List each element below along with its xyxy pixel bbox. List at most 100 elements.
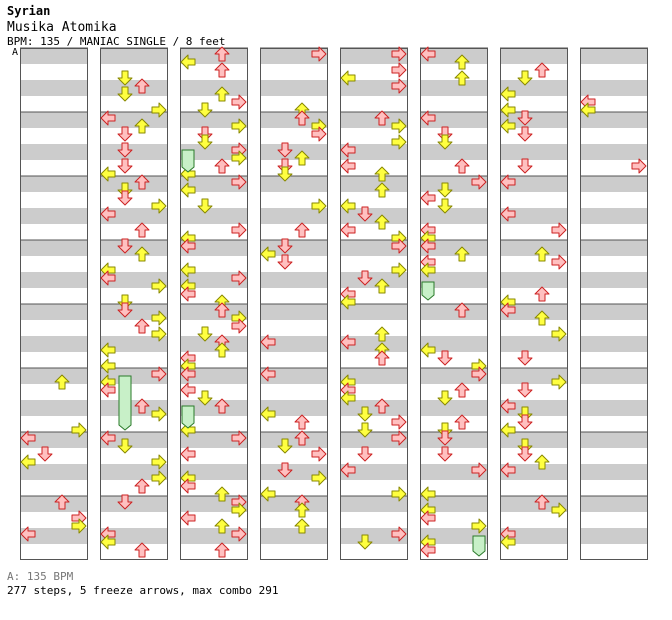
beat-stripe [100, 112, 168, 128]
step-arrow-up [214, 86, 230, 102]
step-arrow-right [231, 502, 247, 518]
beat-stripe [100, 80, 168, 96]
beat-stripe [180, 528, 248, 544]
beat-stripe [580, 112, 648, 128]
step-arrow-left [180, 286, 196, 302]
beat-stripe [100, 336, 168, 352]
beat-stripe [580, 80, 648, 96]
beat-stripe [20, 80, 88, 96]
step-arrow-left [420, 262, 436, 278]
beat-stripe [20, 176, 88, 192]
step-arrow-up [374, 278, 390, 294]
beat-stripe [180, 336, 248, 352]
step-arrow-right [391, 486, 407, 502]
chart-column [580, 47, 648, 560]
step-arrow-right [551, 374, 567, 390]
step-arrow-left [180, 238, 196, 254]
beat-stripe [180, 400, 248, 416]
step-arrow-left [340, 198, 356, 214]
column-border [500, 48, 568, 560]
step-arrow-left [420, 342, 436, 358]
step-arrow-down [357, 206, 373, 222]
step-arrow-up [54, 374, 70, 390]
step-arrow-right [391, 238, 407, 254]
beat-stripe [500, 112, 568, 128]
step-arrow-up [134, 222, 150, 238]
step-arrow-right [231, 270, 247, 286]
beat-stripe [500, 240, 568, 256]
step-arrow-left [100, 110, 116, 126]
beat-stripe [580, 48, 648, 64]
beat-stripe [180, 272, 248, 288]
step-arrow-left [420, 486, 436, 502]
step-arrow-right [71, 422, 87, 438]
step-arrow-down [437, 446, 453, 462]
beat-stripe [100, 272, 168, 288]
beat-stripe [340, 208, 408, 224]
beat-stripe [260, 240, 328, 256]
step-arrow-left [20, 454, 36, 470]
step-arrow-down [197, 198, 213, 214]
step-arrow-up [134, 478, 150, 494]
step-arrow-up [134, 398, 150, 414]
step-arrow-left [180, 366, 196, 382]
beat-stripe [180, 208, 248, 224]
step-arrow-right [391, 430, 407, 446]
beat-stripe [260, 272, 328, 288]
beat-stripe [420, 112, 488, 128]
step-arrow-up [454, 246, 470, 262]
beat-stripe [420, 496, 488, 512]
step-arrow-left [420, 542, 436, 558]
beat-stripe [580, 304, 648, 320]
beat-stripe [340, 496, 408, 512]
beat-stripe [340, 400, 408, 416]
step-arrow-right [311, 470, 327, 486]
beat-stripe [500, 400, 568, 416]
step-arrow-down [117, 142, 133, 158]
beat-stripe [340, 464, 408, 480]
beat-stripe [580, 496, 648, 512]
beat-stripe [420, 208, 488, 224]
step-arrow-up [374, 214, 390, 230]
beat-stripe [260, 112, 328, 128]
step-arrow-down [517, 70, 533, 86]
beat-stripe [20, 464, 88, 480]
step-arrow-down [197, 102, 213, 118]
beat-stripe [580, 464, 648, 480]
step-arrow-down [437, 198, 453, 214]
beat-stripe [180, 368, 248, 384]
step-arrow-right [631, 158, 647, 174]
step-arrow-left [180, 510, 196, 526]
step-arrow-right [151, 406, 167, 422]
step-arrow-up [214, 342, 230, 358]
step-arrow-left [500, 174, 516, 190]
beat-stripe [260, 464, 328, 480]
beat-stripe [420, 304, 488, 320]
chart-column [100, 47, 168, 560]
step-arrow-up [214, 46, 230, 62]
step-arrow-right [231, 526, 247, 542]
beat-stripe [20, 208, 88, 224]
step-arrow-up [374, 326, 390, 342]
beat-stripe [260, 144, 328, 160]
step-arrow-down [197, 134, 213, 150]
step-arrow-left [500, 206, 516, 222]
column-border [100, 48, 168, 560]
step-arrow-right [471, 366, 487, 382]
beat-stripe [420, 336, 488, 352]
step-arrow-down [357, 534, 373, 550]
step-arrow-up [54, 494, 70, 510]
step-arrow-up [454, 302, 470, 318]
chart-column [340, 47, 408, 560]
step-arrow-up [534, 286, 550, 302]
step-arrow-down [197, 390, 213, 406]
step-arrow-left [340, 142, 356, 158]
step-arrow-left [100, 358, 116, 374]
step-arrow-down [277, 254, 293, 270]
step-arrow-right [391, 134, 407, 150]
beat-stripe [580, 208, 648, 224]
step-arrow-left [340, 390, 356, 406]
beat-stripe [500, 48, 568, 64]
beat-stripe [20, 368, 88, 384]
